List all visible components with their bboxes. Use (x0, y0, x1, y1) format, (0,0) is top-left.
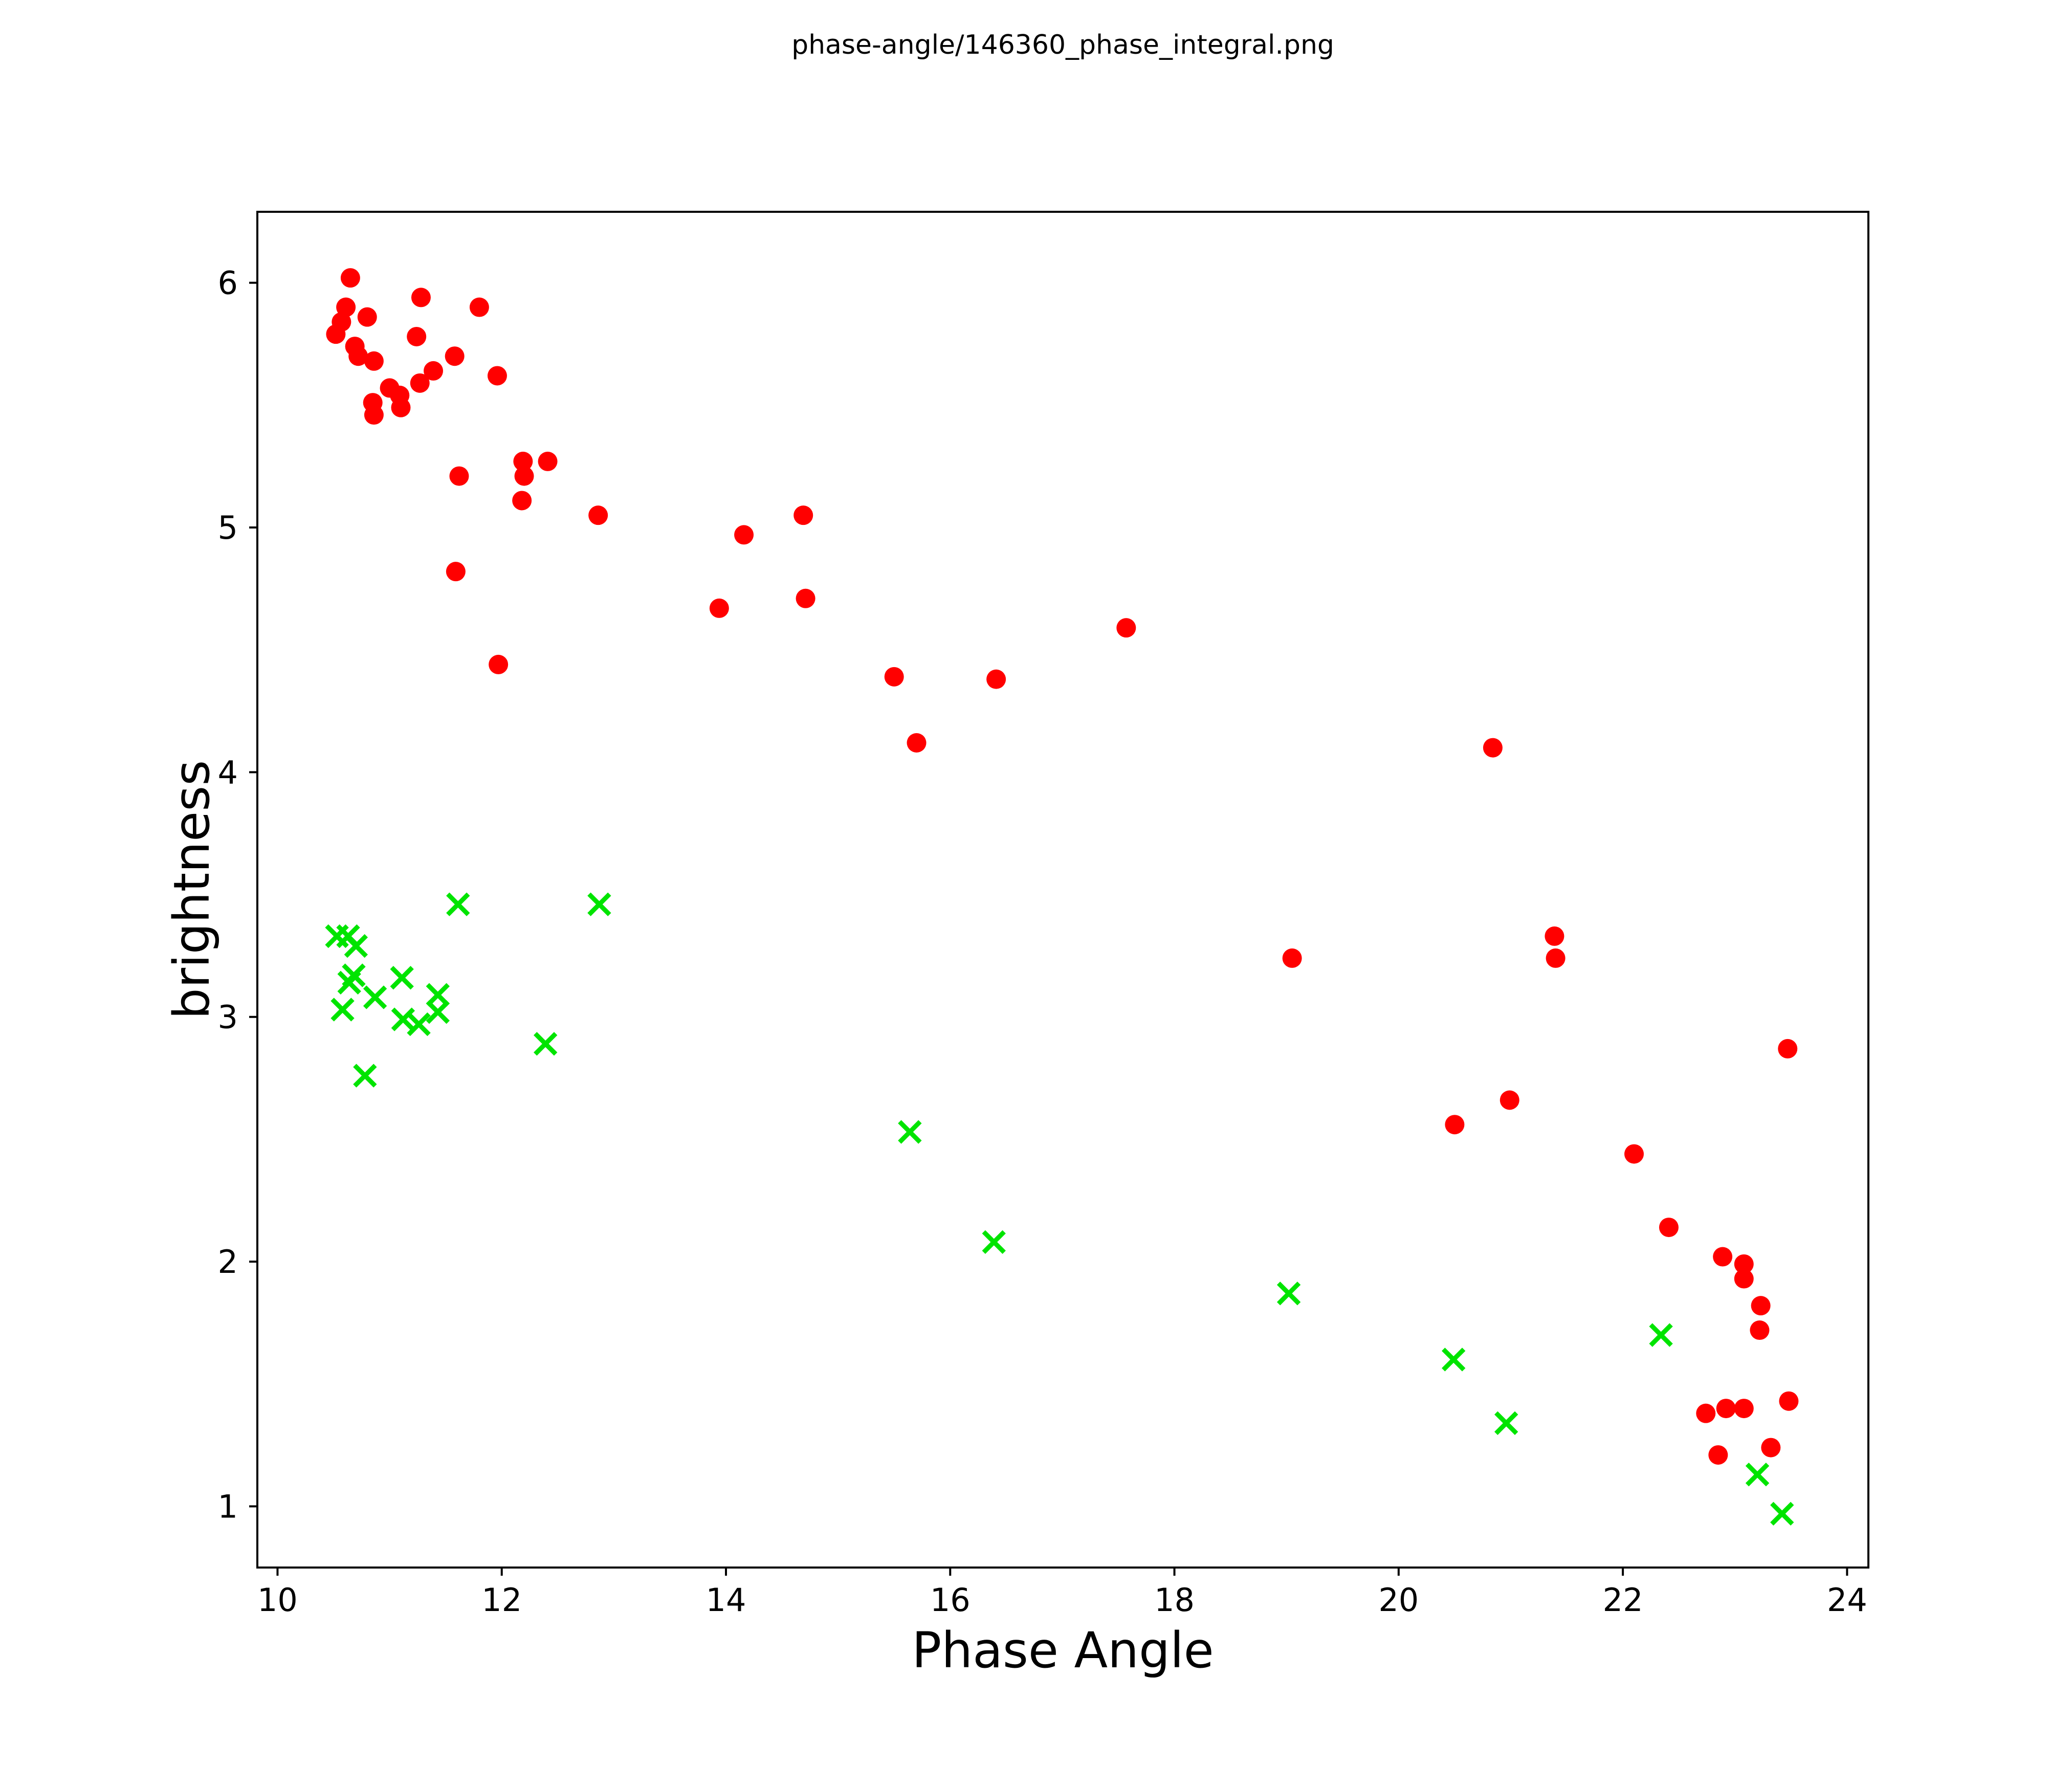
scatter-point-circle (1282, 948, 1302, 968)
scatter-point-circle (1761, 1438, 1781, 1458)
scatter-point-circle (364, 351, 384, 371)
scatter-point-circle (364, 405, 384, 425)
scatter-point-circle (514, 466, 534, 486)
scatter-point-circle (1545, 926, 1564, 946)
y-tick-label: 2 (218, 1243, 238, 1281)
scatter-point-circle (709, 598, 729, 618)
scatter-point-circle (512, 491, 532, 511)
scatter-point-circle (513, 451, 533, 471)
scatter-point-circle (424, 361, 444, 381)
chart-title: phase-angle/146360_phase_integral.png (791, 30, 1334, 60)
scatter-point-circle (1751, 1296, 1771, 1316)
y-tick-label: 3 (218, 999, 238, 1036)
scatter-point-x (390, 966, 414, 990)
scatter-point-circle (793, 505, 813, 525)
scatter-point-circle (446, 562, 466, 582)
scatter-point-circle (1750, 1320, 1770, 1340)
scatter-point-circle (1546, 948, 1566, 968)
x-tick-label: 20 (1378, 1581, 1419, 1619)
scatter-point-circle (1116, 618, 1136, 638)
scatter-point-x (426, 983, 450, 1007)
scatter-point-x (1745, 1463, 1770, 1487)
scatter-point-x (898, 1120, 922, 1144)
scatter-point-x (344, 934, 368, 958)
scatter-point-circle (411, 288, 431, 307)
scatter-point-x (587, 892, 611, 916)
y-tick-label: 6 (218, 264, 238, 302)
scatter-point-x (407, 1012, 431, 1036)
scatter-point-circle (1696, 1403, 1716, 1423)
scatter-point-x (330, 998, 355, 1022)
scatter-point-circle (449, 466, 469, 486)
scatter-point-circle (588, 505, 608, 525)
scatter-point-x (337, 970, 361, 995)
scatter-point-circle (348, 346, 368, 366)
y-axis-label: brightness (163, 760, 221, 1020)
scatter-point-x (1770, 1502, 1794, 1526)
scatter-point-circle (340, 268, 360, 288)
scatter-point-circle (734, 525, 754, 545)
scatter-point-circle (336, 297, 356, 317)
scatter-point-circle (1713, 1247, 1733, 1267)
scatter-point-circle (884, 667, 904, 687)
scatter-point-circle (1734, 1399, 1754, 1419)
scatter-point-x (982, 1230, 1006, 1254)
scatter-point-circle (538, 451, 558, 471)
scatter-point-circle (1624, 1144, 1644, 1164)
scatter-point-circle (489, 654, 509, 674)
x-tick-label: 12 (481, 1581, 522, 1619)
scatter-point-circle (391, 398, 411, 417)
scatter-point-circle (1445, 1115, 1465, 1135)
scatter-point-circle (907, 733, 927, 753)
x-tick-label: 24 (1827, 1581, 1867, 1619)
scatter-point-x (426, 1000, 450, 1024)
scatter-point-circle (796, 588, 815, 608)
scatter-point-x (1442, 1348, 1466, 1372)
y-tick-label: 5 (218, 509, 238, 546)
scatter-point-circle (410, 373, 430, 393)
scatter-point-circle (357, 307, 377, 327)
scatter-point-circle (986, 669, 1006, 689)
scatter-point-x (533, 1032, 558, 1056)
scatter-point-circle (1708, 1445, 1728, 1465)
scatter-point-circle (407, 326, 427, 346)
scatter-point-x (1276, 1282, 1301, 1306)
scatter-point-circle (1734, 1269, 1754, 1289)
scatter-point-x (353, 1064, 377, 1088)
scatter-point-circle (1779, 1391, 1799, 1411)
scatter-point-x (446, 892, 470, 916)
x-tick-label: 18 (1154, 1581, 1195, 1619)
scatter-point-x (1494, 1411, 1518, 1435)
scatter-point-circle (1716, 1399, 1736, 1419)
scatter-point-x (363, 985, 387, 1009)
scatter-point-circle (1778, 1039, 1798, 1058)
scatter-point-circle (326, 324, 346, 344)
scatter-point-circle (469, 297, 489, 317)
scatter-point-circle (487, 366, 507, 386)
scatter-point-x (1649, 1323, 1673, 1347)
x-tick-label: 10 (257, 1581, 298, 1619)
axes-spines (256, 211, 1869, 1569)
scatter-point-circle (1483, 738, 1503, 758)
y-tick-label: 1 (218, 1488, 238, 1525)
scatter-point-circle (1500, 1090, 1519, 1110)
scatter-point-x (391, 1007, 415, 1031)
x-tick-label: 22 (1603, 1581, 1643, 1619)
x-axis-label: Phase Angle (912, 1622, 1214, 1679)
scatter-point-circle (1734, 1254, 1754, 1274)
x-tick-label: 16 (930, 1581, 971, 1619)
scatter-point-circle (1659, 1218, 1679, 1238)
x-tick-label: 14 (706, 1581, 746, 1619)
y-tick-label: 4 (218, 754, 238, 791)
scatter-point-circle (445, 346, 465, 366)
